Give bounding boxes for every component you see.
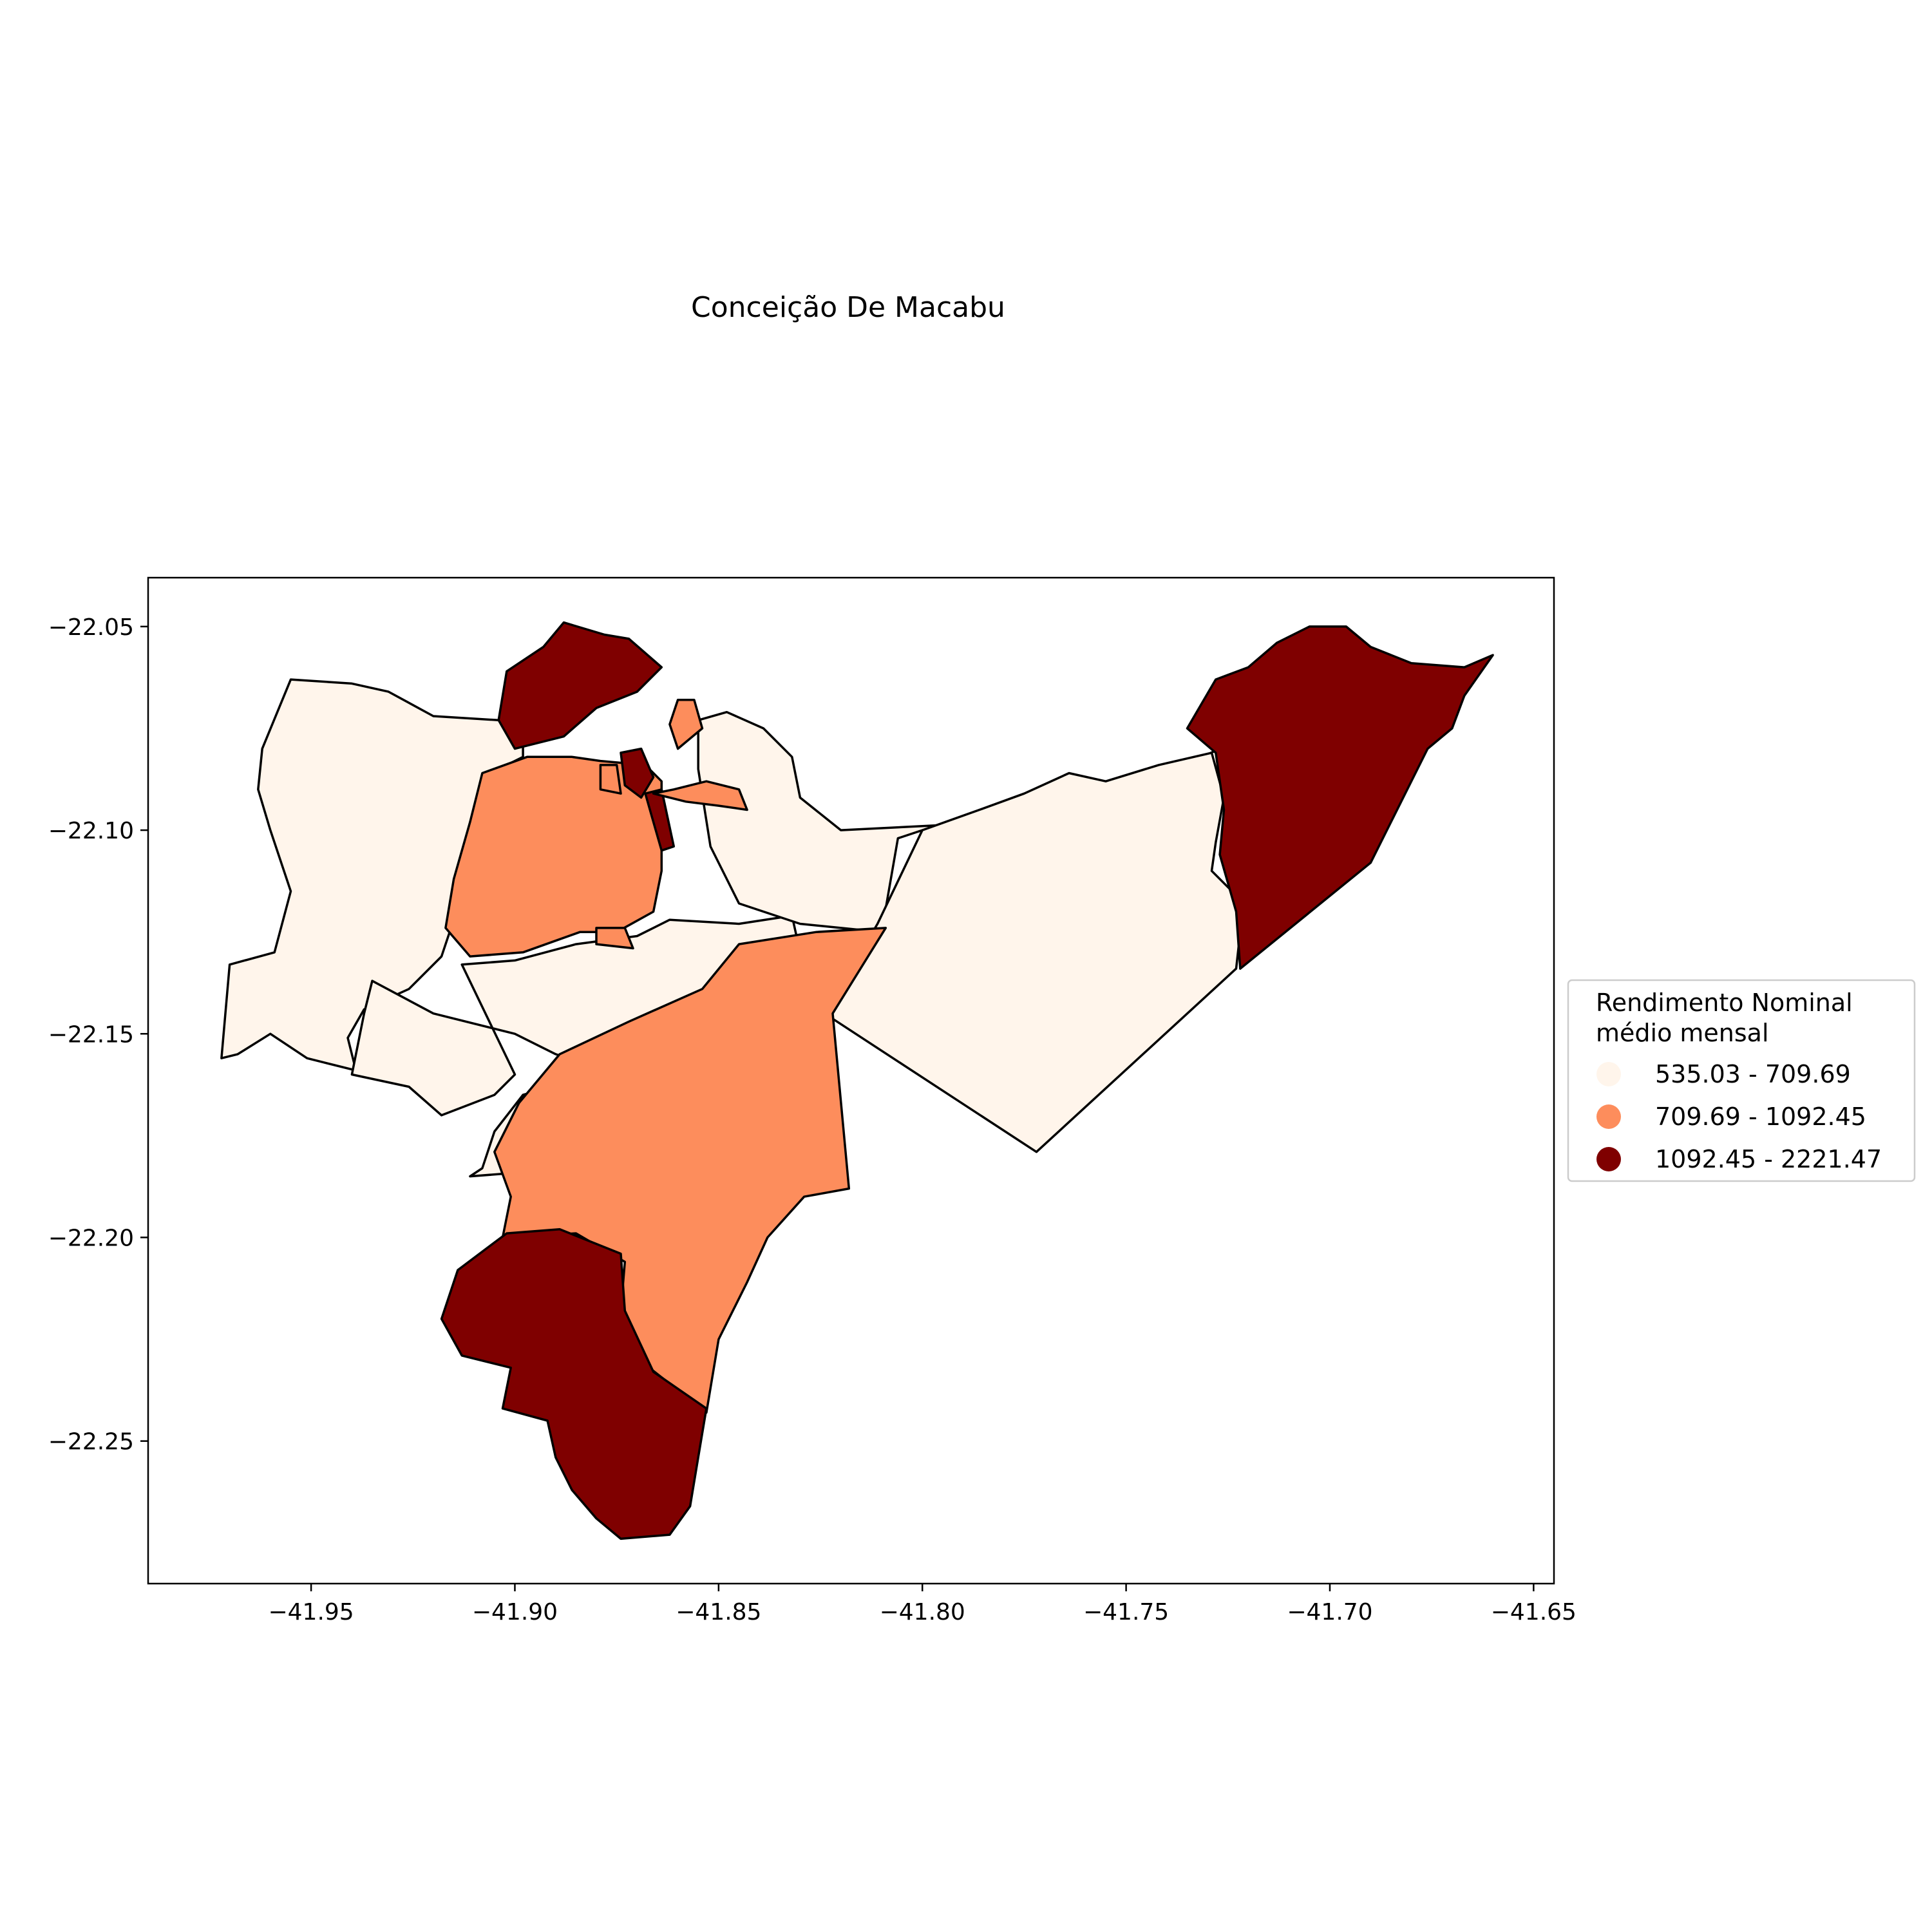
y-tick-label: −22.15 — [48, 1021, 134, 1048]
y-tick-label: −22.05 — [48, 614, 134, 641]
y-axis-ticks: −22.05 −22.10 −22.15 −22.20 −22.25 — [48, 614, 148, 1455]
x-tick-label: −41.95 — [268, 1599, 354, 1625]
region-center-west-orange — [444, 755, 663, 958]
legend-label: 535.03 - 709.69 — [1655, 1060, 1851, 1088]
x-tick-label: −41.80 — [880, 1599, 965, 1625]
map-regions — [220, 621, 1494, 1540]
map-title: Conceição De Macabu — [691, 291, 1005, 324]
x-tick-label: −41.85 — [676, 1599, 761, 1625]
region-central-small-5 — [652, 780, 748, 811]
region-south-dark — [440, 1228, 708, 1540]
x-tick-label: −41.75 — [1083, 1599, 1169, 1625]
x-tick-label: −41.90 — [472, 1599, 558, 1625]
legend-swatch — [1596, 1062, 1621, 1086]
map-frame — [147, 576, 1555, 1585]
region-central-small-2 — [644, 788, 676, 852]
legend-items: 535.03 - 709.69 709.69 - 1092.45 1092.45 -… — [1596, 1060, 1882, 1173]
legend-label: 709.69 - 1092.45 — [1655, 1103, 1866, 1131]
y-tick-label: −22.20 — [48, 1225, 134, 1251]
legend-box — [1567, 979, 1916, 1182]
region-northeast-dark — [1186, 625, 1494, 970]
x-tick-label: −41.65 — [1491, 1599, 1577, 1625]
region-central-small-3 — [668, 698, 704, 750]
legend-label: 1092.45 - 2221.47 — [1655, 1145, 1882, 1173]
y-tick-label: −22.25 — [48, 1429, 134, 1455]
x-axis-ticks: −41.95 −41.90 −41.85 −41.80 −41.75 −41.70 −41.… — [268, 1584, 1577, 1625]
legend-swatch — [1596, 1104, 1621, 1129]
x-tick-label: −41.70 — [1287, 1599, 1372, 1625]
region-north-dark — [497, 621, 663, 750]
legend-title-line1: Rendimento Nominal — [1596, 989, 1853, 1017]
region-central-small-6 — [595, 927, 634, 950]
legend: Rendimento Nominal médio mensal 535.03 -… — [1567, 979, 1916, 1182]
y-tick-label: −22.10 — [48, 818, 134, 844]
legend-title-line2: médio mensal — [1596, 1019, 1769, 1047]
region-central-small-4 — [599, 764, 622, 795]
region-central-small-1 — [620, 747, 655, 799]
legend-swatch — [1596, 1147, 1621, 1171]
region-east-large — [823, 752, 1242, 1153]
